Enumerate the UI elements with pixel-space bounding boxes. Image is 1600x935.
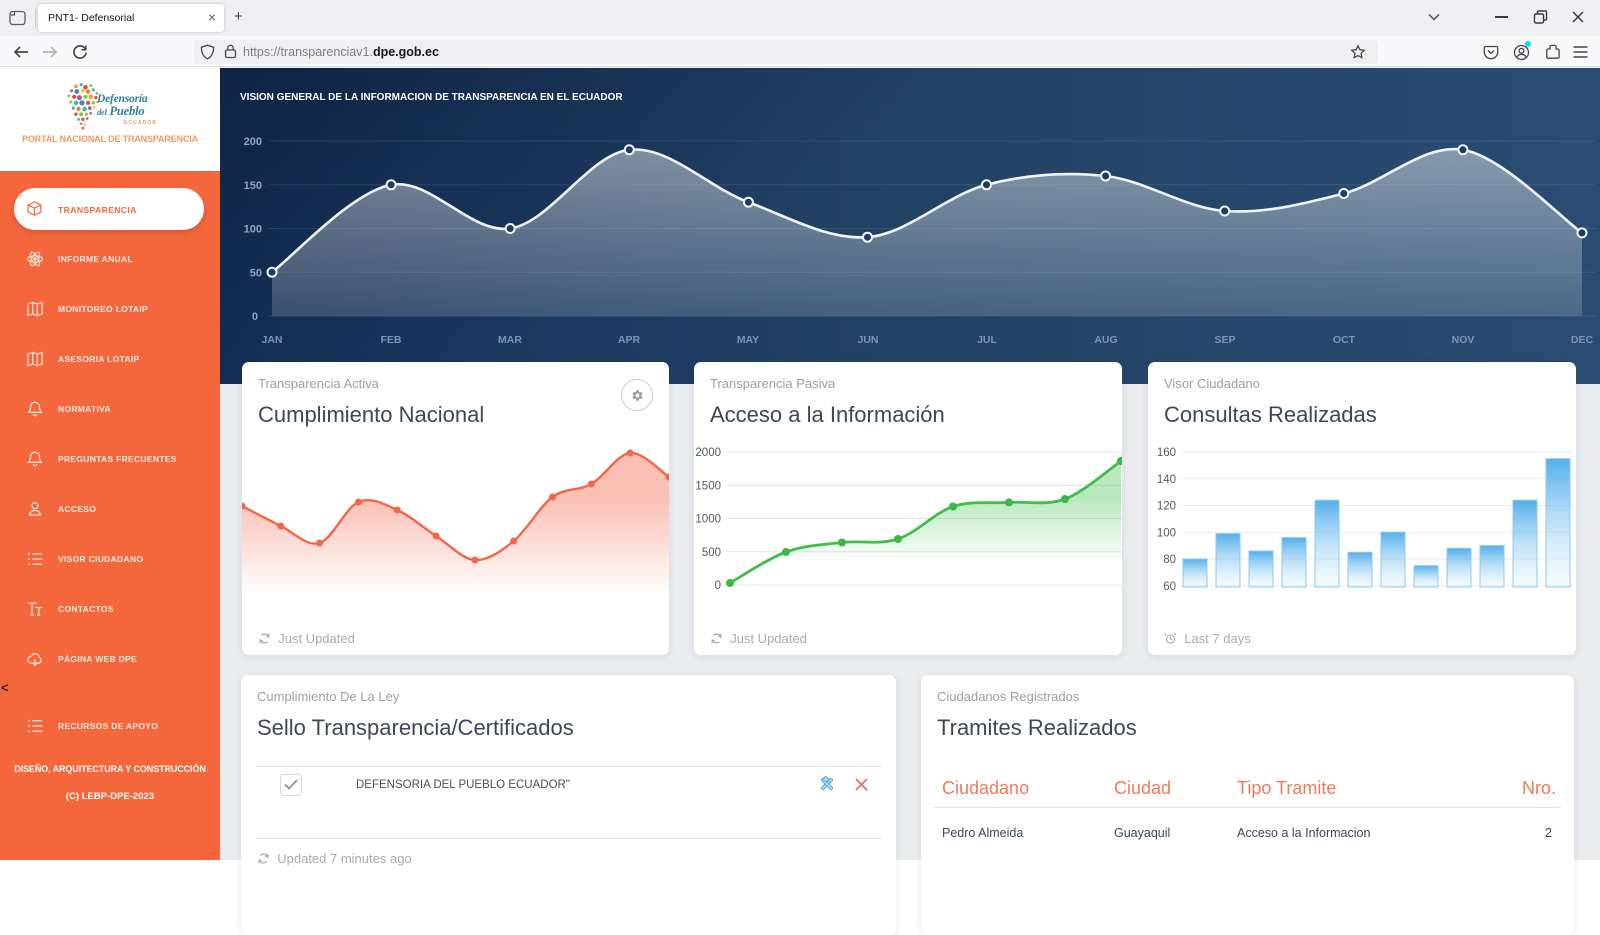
svg-text:160: 160 [1157,447,1176,459]
svg-text:100: 100 [244,224,262,236]
svg-text:MAR: MAR [498,334,522,346]
svg-text:120: 120 [1157,501,1176,513]
svg-text:500: 500 [702,547,721,559]
svg-text:60: 60 [1163,581,1176,593]
svg-text:1000: 1000 [695,514,721,526]
svg-text:2000: 2000 [695,447,721,459]
svg-text:DEC: DEC [1571,334,1594,346]
svg-text:1500: 1500 [695,480,721,492]
svg-text:80: 80 [1163,554,1176,566]
svg-text:OCT: OCT [1333,334,1356,346]
svg-text:JUN: JUN [857,334,878,346]
svg-text:200: 200 [244,136,262,148]
svg-text:MAY: MAY [737,334,759,346]
svg-text:AUG: AUG [1094,334,1117,346]
svg-text:140: 140 [1157,474,1176,486]
svg-text:50: 50 [250,267,262,279]
svg-text:0: 0 [252,311,258,323]
svg-text:JAN: JAN [261,334,282,346]
svg-text:NOV: NOV [1452,334,1475,346]
svg-text:150: 150 [244,180,262,192]
svg-text:JUL: JUL [977,334,997,346]
svg-text:0: 0 [715,580,721,592]
svg-text:SEP: SEP [1214,334,1235,346]
svg-text:FEB: FEB [381,334,402,346]
svg-text:100: 100 [1157,527,1176,539]
svg-text:APR: APR [618,334,641,346]
